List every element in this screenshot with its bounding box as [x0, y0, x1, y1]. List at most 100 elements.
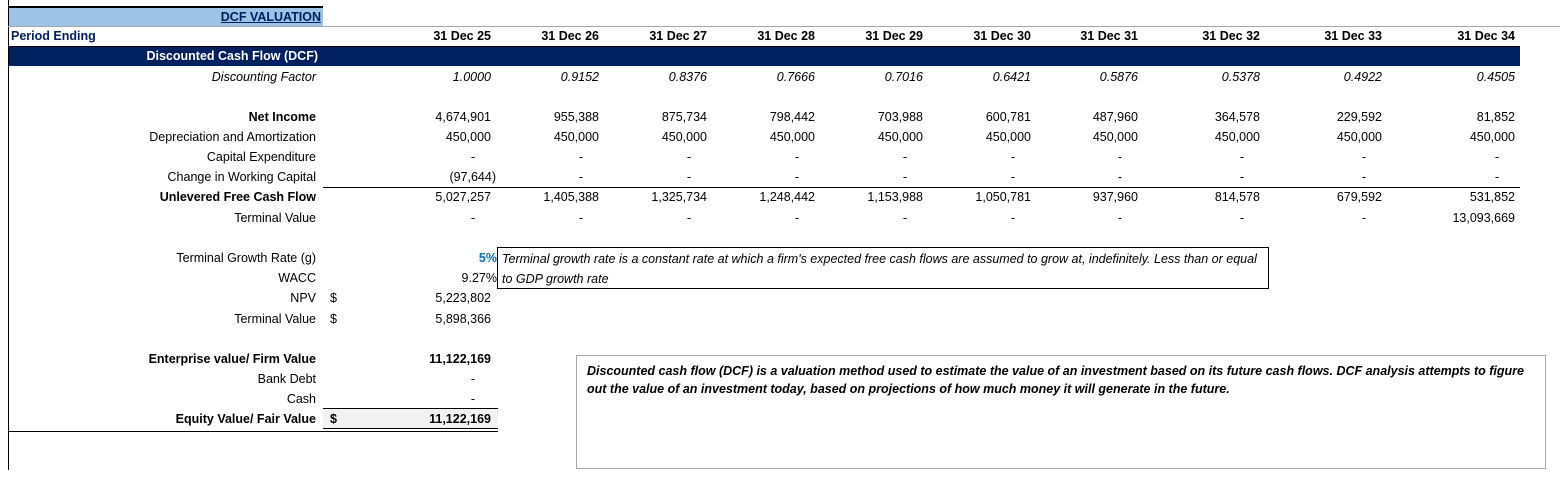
- table-cell[interactable]: 1,325,734: [651, 190, 707, 204]
- table-cell[interactable]: 0.5378: [1221, 70, 1260, 84]
- table-cell[interactable]: -: [1361, 150, 1366, 164]
- period-ending-label[interactable]: Period Ending: [11, 29, 96, 43]
- summary-value[interactable]: 5,898,366: [435, 312, 491, 326]
- dcf-definition-textbox[interactable]: Discounted cash flow (DCF) is a valuatio…: [576, 355, 1546, 469]
- table-cell[interactable]: -: [1239, 170, 1244, 184]
- table-cell[interactable]: -: [1494, 170, 1499, 184]
- table-cell[interactable]: -: [794, 211, 799, 225]
- table-cell[interactable]: -: [1010, 170, 1015, 184]
- table-cell[interactable]: 0.7666: [776, 70, 815, 84]
- period-header[interactable]: 31 Dec 32: [1202, 29, 1260, 43]
- table-cell[interactable]: 814,578: [1214, 190, 1260, 204]
- table-cell[interactable]: 364,578: [1214, 110, 1260, 124]
- table-cell[interactable]: 798,442: [769, 110, 815, 124]
- table-cell[interactable]: 875,734: [661, 110, 707, 124]
- table-cell[interactable]: -: [470, 150, 475, 164]
- table-cell[interactable]: 81,852: [1476, 110, 1515, 124]
- table-cell[interactable]: 450,000: [1214, 130, 1260, 144]
- summary-label[interactable]: NPV: [290, 291, 316, 305]
- table-cell[interactable]: -: [1010, 150, 1015, 164]
- table-cell[interactable]: -: [578, 150, 583, 164]
- table-cell[interactable]: -: [578, 211, 583, 225]
- period-header[interactable]: 31 Dec 26: [541, 29, 599, 43]
- table-cell[interactable]: 531,852: [1469, 190, 1515, 204]
- summary-value[interactable]: 11,122,169: [429, 412, 491, 426]
- table-cell[interactable]: -: [1239, 211, 1244, 225]
- table-cell[interactable]: 0.7016: [884, 70, 923, 84]
- summary-value[interactable]: 9.27%: [461, 271, 497, 285]
- table-cell[interactable]: 450,000: [985, 130, 1031, 144]
- period-header[interactable]: 31 Dec 25: [433, 29, 491, 43]
- table-cell[interactable]: -: [578, 170, 583, 184]
- table-cell[interactable]: 0.4505: [1476, 70, 1515, 84]
- table-cell[interactable]: -: [1361, 170, 1366, 184]
- table-cell[interactable]: -: [794, 150, 799, 164]
- summary-label[interactable]: Terminal Growth Rate (g): [176, 251, 316, 265]
- table-cell[interactable]: 0.6421: [992, 70, 1031, 84]
- table-cell[interactable]: 450,000: [661, 130, 707, 144]
- summary-label[interactable]: Equity Value/ Fair Value: [175, 412, 316, 426]
- summary-label[interactable]: Bank Debt: [257, 372, 316, 386]
- table-cell[interactable]: -: [686, 170, 691, 184]
- table-cell[interactable]: -: [902, 150, 907, 164]
- table-cell[interactable]: 1,248,442: [759, 190, 815, 204]
- table-cell[interactable]: 450,000: [1092, 130, 1138, 144]
- row-label[interactable]: Terminal Value: [234, 211, 316, 225]
- table-cell[interactable]: 13,093,669: [1452, 211, 1515, 225]
- summary-label[interactable]: WACC: [278, 271, 316, 285]
- table-cell[interactable]: -: [1361, 211, 1366, 225]
- table-cell[interactable]: -: [1117, 211, 1122, 225]
- table-cell[interactable]: 679,592: [1336, 190, 1382, 204]
- table-cell[interactable]: 1,153,988: [867, 190, 923, 204]
- table-cell[interactable]: 0.8376: [668, 70, 707, 84]
- row-label[interactable]: Change in Working Capital: [167, 170, 316, 184]
- growth-rate-comment[interactable]: Terminal growth rate is a constant rate …: [497, 247, 1269, 289]
- table-cell[interactable]: -: [1239, 150, 1244, 164]
- table-cell[interactable]: -: [902, 211, 907, 225]
- period-header[interactable]: 31 Dec 34: [1457, 29, 1515, 43]
- table-cell[interactable]: 955,388: [553, 110, 599, 124]
- table-cell[interactable]: -: [902, 170, 907, 184]
- table-cell[interactable]: -: [1010, 211, 1015, 225]
- summary-value[interactable]: 11,122,169: [429, 352, 491, 366]
- table-cell[interactable]: -: [1117, 150, 1122, 164]
- table-cell[interactable]: 450,000: [1469, 130, 1515, 144]
- table-cell[interactable]: 1,050,781: [975, 190, 1031, 204]
- table-cell[interactable]: 229,592: [1336, 110, 1382, 124]
- summary-label[interactable]: Enterprise value/ Firm Value: [148, 352, 316, 366]
- table-cell[interactable]: 0.9152: [560, 70, 599, 84]
- table-cell[interactable]: 1.0000: [452, 70, 491, 84]
- table-cell[interactable]: -: [1494, 150, 1499, 164]
- table-cell[interactable]: 450,000: [877, 130, 923, 144]
- summary-value[interactable]: -: [470, 392, 475, 406]
- period-header[interactable]: 31 Dec 28: [757, 29, 815, 43]
- summary-value[interactable]: 5,223,802: [435, 291, 491, 305]
- period-header[interactable]: 31 Dec 30: [973, 29, 1031, 43]
- table-cell[interactable]: 1,405,388: [543, 190, 599, 204]
- summary-label[interactable]: Terminal Value: [234, 312, 316, 326]
- period-header[interactable]: 31 Dec 31: [1080, 29, 1138, 43]
- period-header[interactable]: 31 Dec 33: [1324, 29, 1382, 43]
- row-label[interactable]: Discounting Factor: [211, 70, 316, 84]
- title-cell[interactable]: DCF VALUATION: [9, 6, 323, 26]
- summary-value[interactable]: -: [470, 372, 475, 386]
- section-header-band[interactable]: Discounted Cash Flow (DCF): [9, 46, 1520, 66]
- table-cell[interactable]: -: [686, 211, 691, 225]
- table-cell[interactable]: -: [686, 150, 691, 164]
- table-cell[interactable]: 0.5876: [1099, 70, 1138, 84]
- table-cell[interactable]: (97,644): [449, 170, 496, 184]
- table-cell[interactable]: 5,027,257: [435, 190, 491, 204]
- table-cell[interactable]: -: [1117, 170, 1122, 184]
- row-label[interactable]: Unlevered Free Cash Flow: [159, 190, 316, 204]
- table-cell[interactable]: 450,000: [445, 130, 491, 144]
- row-label[interactable]: Capital Expenditure: [206, 150, 316, 164]
- table-cell[interactable]: 4,674,901: [435, 110, 491, 124]
- table-cell[interactable]: 450,000: [769, 130, 815, 144]
- table-cell[interactable]: 450,000: [1336, 130, 1382, 144]
- row-label[interactable]: Net Income: [248, 110, 316, 124]
- table-cell[interactable]: 600,781: [985, 110, 1031, 124]
- summary-value[interactable]: 5%: [478, 251, 497, 265]
- period-header[interactable]: 31 Dec 29: [865, 29, 923, 43]
- table-cell[interactable]: 487,960: [1092, 110, 1138, 124]
- summary-label[interactable]: Cash: [286, 392, 316, 406]
